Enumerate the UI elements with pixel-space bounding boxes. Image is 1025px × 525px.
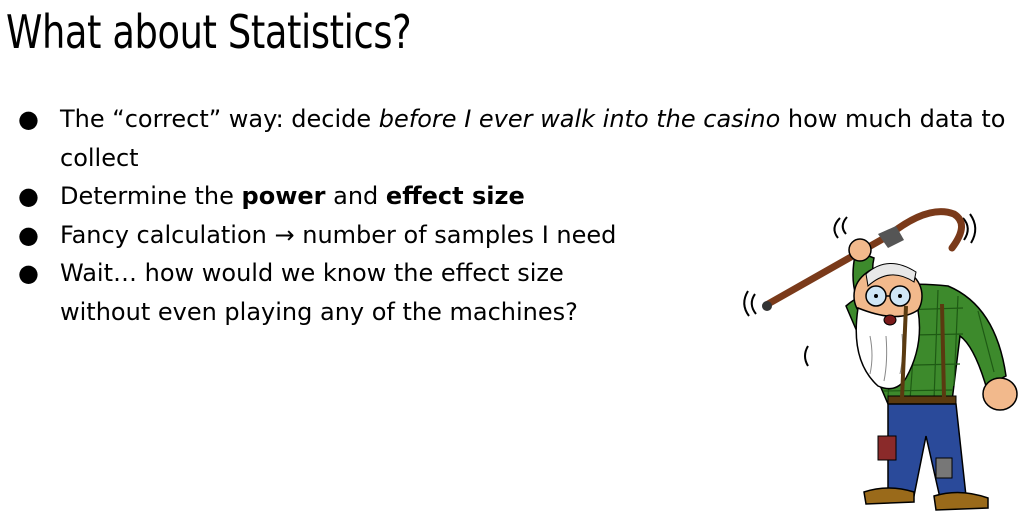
- bullet-dot: ●: [18, 220, 39, 249]
- bullet-item: ● Fancy calculation → number of samples …: [18, 216, 1018, 255]
- bullet-item: ● Wait… how would we know the effect siz…: [18, 254, 1018, 331]
- bold-text: power: [241, 182, 326, 210]
- bullet-list: ● The “correct” way: decide before I eve…: [18, 100, 1018, 331]
- bullet-dot: ●: [18, 105, 39, 133]
- emphasis-text: before I ever walk into the casino: [378, 105, 781, 133]
- motion-lines-icon: [743, 213, 977, 367]
- bullet-dot: ●: [18, 182, 39, 210]
- slide-title: What about Statistics?: [6, 5, 412, 59]
- bullet-item: ● The “correct” way: decide before I eve…: [18, 100, 1018, 177]
- angry-old-man-illustration: [743, 208, 1018, 511]
- bold-text: effect size: [385, 182, 525, 210]
- bullet-item: ● Determine the power and effect size: [18, 177, 1018, 216]
- bullet-dot: ●: [18, 259, 39, 287]
